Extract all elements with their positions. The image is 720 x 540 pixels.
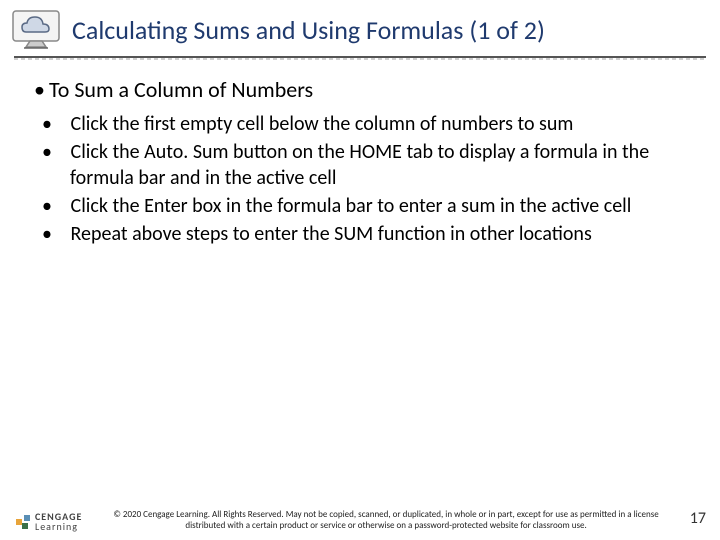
title-divider <box>14 56 706 58</box>
cengage-logo: CENGAGE Learning <box>14 512 82 532</box>
slide-title: Calculating Sums and Using Formulas (1 o… <box>72 14 545 46</box>
logo-text: CENGAGE Learning <box>35 512 82 532</box>
slide-footer: CENGAGE Learning © 2020 Cengage Learning… <box>0 509 720 532</box>
list-item: • Repeat above steps to enter the SUM fu… <box>56 221 690 247</box>
bullet-list: • Click the first empty cell below the c… <box>30 111 690 247</box>
section-heading-text: To Sum a Column of Numbers <box>49 76 313 103</box>
page-number: 17 <box>690 509 706 532</box>
list-item: • Click the Auto. Sum button on the HOME… <box>56 139 690 191</box>
list-item: • Click the Enter box in the formula bar… <box>56 193 690 219</box>
slide-content: • To Sum a Column of Numbers • Click the… <box>0 58 720 247</box>
list-item: • Click the first empty cell below the c… <box>56 111 690 137</box>
section-heading: • To Sum a Column of Numbers <box>30 76 690 103</box>
slide-header: Calculating Sums and Using Formulas (1 o… <box>0 0 720 50</box>
logo-mark-icon <box>14 513 32 531</box>
cloud-icon <box>12 10 60 50</box>
copyright-text: © 2020 Cengage Learning. All Rights Rese… <box>92 510 679 532</box>
